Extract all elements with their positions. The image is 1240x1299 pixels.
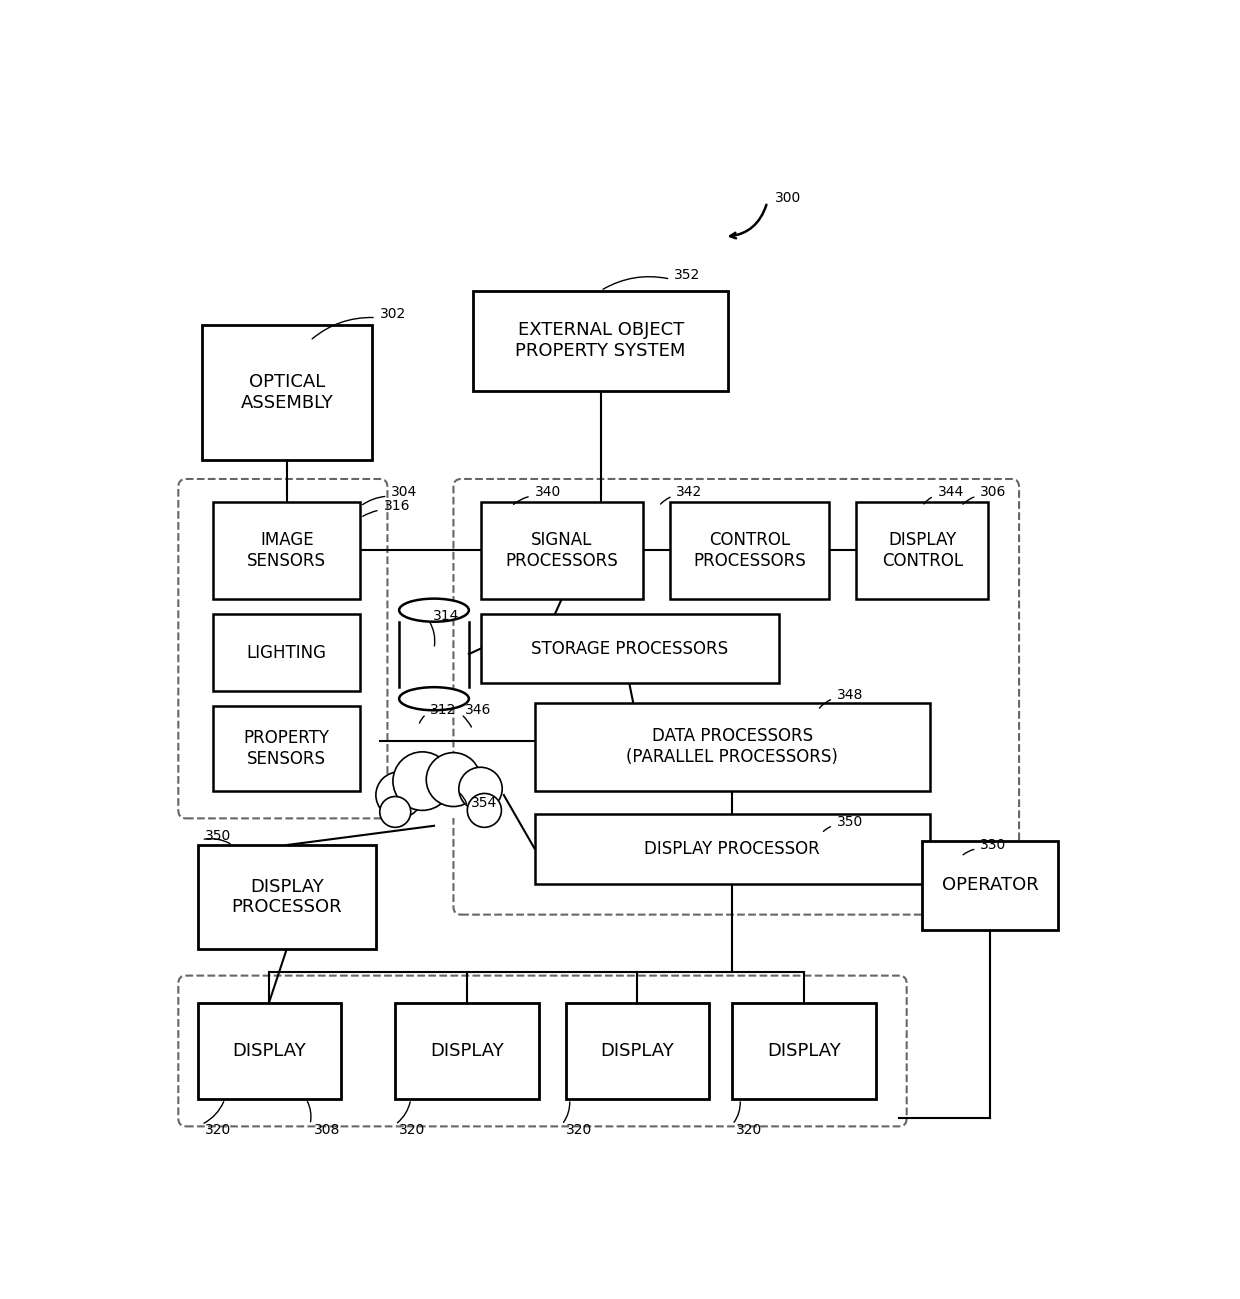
Text: IMAGE
SENSORS: IMAGE SENSORS [247, 531, 326, 570]
FancyBboxPatch shape [213, 707, 361, 791]
FancyBboxPatch shape [213, 503, 361, 599]
FancyBboxPatch shape [197, 1003, 341, 1099]
Text: SIGNAL
PROCESSORS: SIGNAL PROCESSORS [506, 531, 619, 570]
Text: 342: 342 [676, 486, 702, 499]
FancyBboxPatch shape [213, 614, 361, 691]
Text: DISPLAY: DISPLAY [768, 1042, 841, 1060]
FancyBboxPatch shape [201, 325, 372, 460]
Text: 354: 354 [471, 796, 497, 809]
Text: 340: 340 [534, 486, 560, 499]
FancyBboxPatch shape [472, 291, 728, 391]
Ellipse shape [467, 794, 501, 827]
Text: 348: 348 [837, 688, 863, 701]
Ellipse shape [399, 687, 469, 711]
FancyBboxPatch shape [197, 846, 376, 950]
Text: 344: 344 [937, 486, 963, 499]
Ellipse shape [459, 768, 502, 811]
Text: 350: 350 [206, 829, 232, 843]
Text: 308: 308 [314, 1122, 340, 1137]
Ellipse shape [376, 772, 423, 818]
Text: OPERATOR: OPERATOR [941, 877, 1038, 895]
Text: DATA PROCESSORS
(PARALLEL PROCESSORS): DATA PROCESSORS (PARALLEL PROCESSORS) [626, 727, 838, 766]
Text: 330: 330 [981, 838, 1007, 852]
Text: 346: 346 [465, 703, 491, 717]
Text: DISPLAY
CONTROL: DISPLAY CONTROL [882, 531, 962, 570]
FancyBboxPatch shape [481, 503, 644, 599]
FancyBboxPatch shape [733, 1003, 875, 1099]
Text: 320: 320 [399, 1122, 425, 1137]
Text: CONTROL
PROCESSORS: CONTROL PROCESSORS [693, 531, 806, 570]
Text: DISPLAY: DISPLAY [232, 1042, 306, 1060]
Text: DISPLAY: DISPLAY [600, 1042, 675, 1060]
FancyBboxPatch shape [857, 503, 988, 599]
Polygon shape [383, 795, 500, 818]
Ellipse shape [427, 752, 481, 807]
Text: 316: 316 [383, 499, 410, 513]
Text: EXTERNAL OBJECT
PROPERTY SYSTEM: EXTERNAL OBJECT PROPERTY SYSTEM [516, 321, 686, 360]
Text: 320: 320 [206, 1122, 232, 1137]
FancyBboxPatch shape [396, 1003, 538, 1099]
Text: 300: 300 [775, 191, 801, 205]
Text: 304: 304 [392, 486, 418, 499]
Text: 302: 302 [379, 307, 405, 321]
Ellipse shape [399, 599, 469, 622]
FancyBboxPatch shape [923, 842, 1058, 930]
Text: DISPLAY
PROCESSOR: DISPLAY PROCESSOR [232, 878, 342, 916]
Text: OPTICAL
ASSEMBLY: OPTICAL ASSEMBLY [241, 373, 334, 412]
FancyBboxPatch shape [534, 814, 930, 883]
Text: 352: 352 [675, 268, 701, 282]
Text: STORAGE PROCESSORS: STORAGE PROCESSORS [531, 639, 728, 657]
Text: LIGHTING: LIGHTING [247, 643, 327, 661]
FancyBboxPatch shape [534, 703, 930, 791]
Text: 350: 350 [837, 814, 863, 829]
Ellipse shape [393, 752, 451, 811]
Text: 312: 312 [430, 703, 456, 717]
FancyBboxPatch shape [565, 1003, 709, 1099]
Text: DISPLAY: DISPLAY [430, 1042, 503, 1060]
Text: 314: 314 [433, 609, 459, 624]
Text: 320: 320 [737, 1122, 763, 1137]
Text: 306: 306 [981, 486, 1007, 499]
FancyBboxPatch shape [671, 503, 830, 599]
Text: PROPERTY
SENSORS: PROPERTY SENSORS [244, 729, 330, 768]
Text: DISPLAY PROCESSOR: DISPLAY PROCESSOR [645, 840, 820, 857]
Text: 320: 320 [565, 1122, 591, 1137]
Ellipse shape [379, 796, 410, 827]
FancyBboxPatch shape [481, 614, 779, 683]
